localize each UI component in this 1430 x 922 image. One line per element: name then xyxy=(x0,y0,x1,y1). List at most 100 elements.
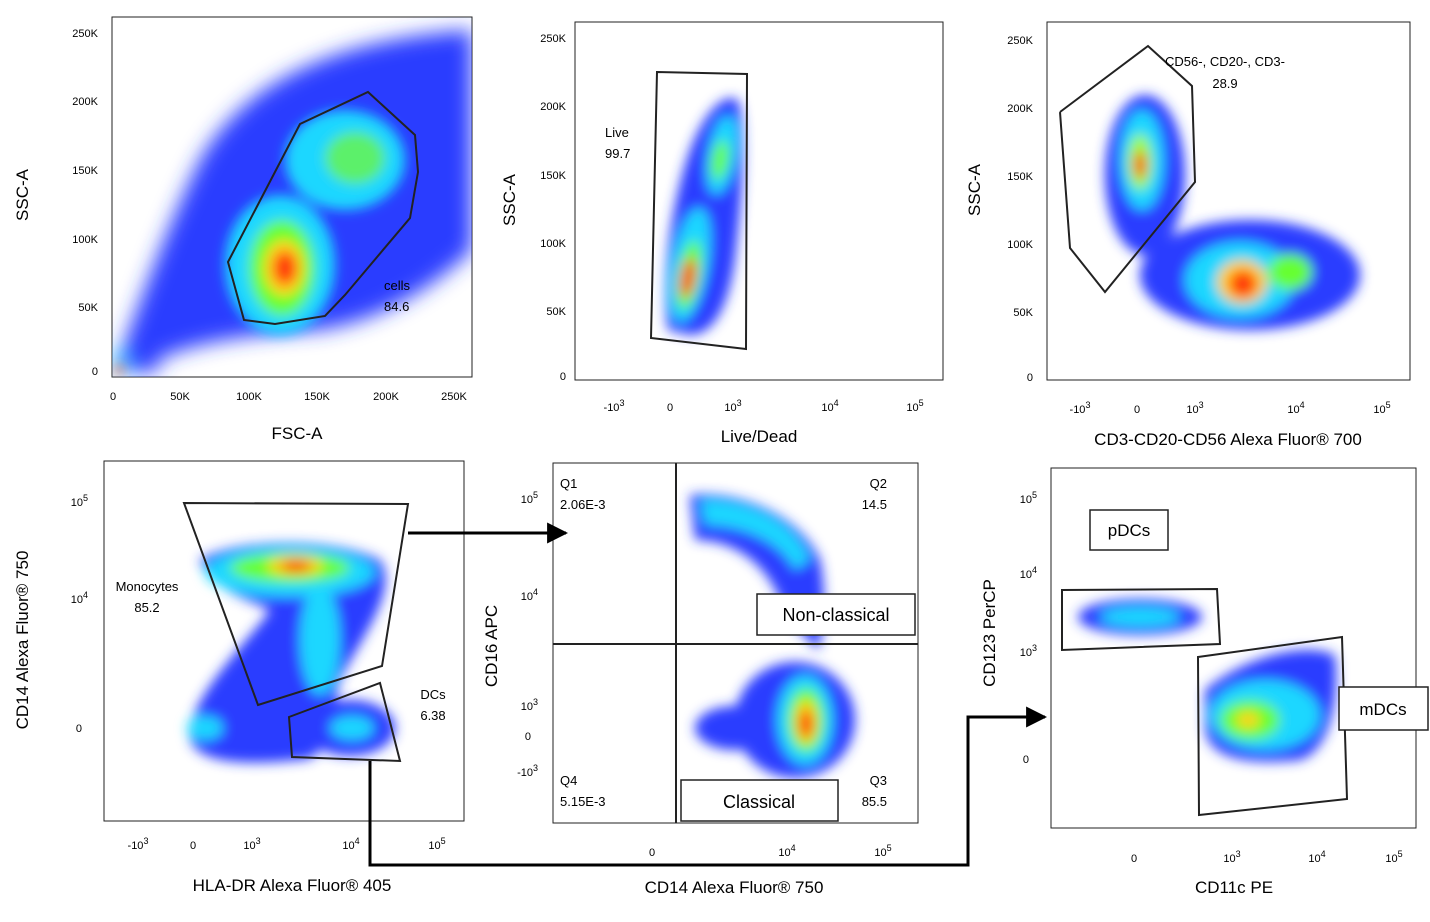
y-tick-label: 50K xyxy=(1013,307,1033,319)
y-tick-label: 0 xyxy=(76,723,82,735)
y-tick-label: 100K xyxy=(540,238,566,250)
y-tick-label: 100K xyxy=(72,234,98,246)
x-tick-label: 104 xyxy=(342,836,359,852)
y-tick-labels: 0 50K 100K 150K 200K 250K xyxy=(1007,35,1033,384)
y-tick-label: 250K xyxy=(72,28,98,40)
y-tick-label: 150K xyxy=(540,170,566,182)
y-tick-label: 0 xyxy=(525,731,531,743)
panel-cd14-cd16: Q1 2.06E-3 Q2 14.5 Q3 85.5 Q4 5.15E-3 No… xyxy=(482,462,919,897)
gate-label: Live xyxy=(605,125,629,140)
y-axis-label: SSC-A xyxy=(965,163,984,216)
panel-fsc-ssc: cells 84.6 0 50K 100K 150K 200K 250K 0 5… xyxy=(13,16,473,443)
quadrant-label: Q3 xyxy=(870,773,887,788)
y-tick-labels: 0 50K 100K 150K 200K 250K xyxy=(72,28,98,378)
density-blobs xyxy=(187,543,395,763)
y-axis-label: SSC-A xyxy=(13,168,32,221)
x-axis-label: CD14 Alexa Fluor® 750 xyxy=(645,878,824,897)
classical-label: Classical xyxy=(723,792,795,812)
gate-label: CD56-, CD20-, CD3- xyxy=(1165,54,1285,69)
x-tick-label: -103 xyxy=(128,836,149,852)
x-tick-label: -103 xyxy=(1070,400,1091,416)
quadrant-label: Q2 xyxy=(870,476,887,491)
x-axis-label: CD11c PE xyxy=(1195,878,1273,897)
density-blobs xyxy=(1078,599,1337,762)
y-tick-label: 200K xyxy=(1007,103,1033,115)
x-tick-labels: 0 104 105 xyxy=(649,843,892,859)
x-tick-label: 100K xyxy=(236,391,262,403)
x-tick-label: 200K xyxy=(373,391,399,403)
x-tick-label: 0 xyxy=(1131,853,1137,865)
y-tick-label: 100K xyxy=(1007,239,1033,251)
x-tick-label: 103 xyxy=(1186,400,1203,416)
x-tick-label: 105 xyxy=(1385,849,1402,865)
y-tick-label: 50K xyxy=(78,302,98,314)
y-tick-label: 0 xyxy=(92,366,98,378)
x-tick-labels: 0 103 104 105 xyxy=(1131,849,1403,865)
y-axis-label: CD123 PerCP xyxy=(980,579,999,687)
x-tick-label: 104 xyxy=(1308,849,1325,865)
density-blobs xyxy=(112,30,472,374)
dcs-to-cd123-arrow xyxy=(368,706,1048,867)
y-axis-label: SSC-A xyxy=(500,173,519,226)
x-tick-label: 0 xyxy=(1134,404,1140,416)
x-tick-label: -103 xyxy=(604,398,625,414)
y-tick-label: 50K xyxy=(546,306,566,318)
x-tick-label: 250K xyxy=(441,391,467,403)
x-tick-label: 103 xyxy=(243,836,260,852)
cells-gate xyxy=(226,90,420,326)
y-tick-label: 0 xyxy=(560,371,566,383)
y-axis-label: CD16 APC xyxy=(482,605,501,687)
mdcs-label: mDCs xyxy=(1359,700,1406,719)
gate-value: 99.7 xyxy=(605,146,630,161)
mdcs-box xyxy=(1338,686,1429,731)
y-tick-label: 103 xyxy=(521,697,538,713)
y-tick-label: 250K xyxy=(540,33,566,45)
gate-value: 6.38 xyxy=(420,708,445,723)
gate-value: 84.6 xyxy=(384,299,409,314)
x-axis-label: Live/Dead xyxy=(721,427,798,446)
x-tick-label: 104 xyxy=(1287,400,1304,416)
x-tick-label: 105 xyxy=(1373,400,1390,416)
x-tick-label: 105 xyxy=(874,843,891,859)
gate-label: DCs xyxy=(420,687,446,702)
x-tick-label: 105 xyxy=(906,398,923,414)
y-tick-label: 104 xyxy=(1020,565,1037,581)
gate-label: Monocytes xyxy=(116,579,179,594)
y-tick-label: 0 xyxy=(1023,754,1029,766)
plot-frame xyxy=(574,21,944,381)
density-blobs xyxy=(665,98,744,335)
lineage-negative-gate xyxy=(1059,44,1197,294)
y-tick-label: 104 xyxy=(521,587,538,603)
x-tick-label: 50K xyxy=(170,391,190,403)
x-tick-labels: -103 0 103 104 105 xyxy=(604,398,924,414)
x-tick-label: 150K xyxy=(304,391,330,403)
pdcs-box xyxy=(1089,509,1169,551)
dcs-gate xyxy=(287,681,402,763)
y-tick-label: 250K xyxy=(1007,35,1033,47)
pdcs-label: pDCs xyxy=(1108,521,1151,540)
y-tick-label: 105 xyxy=(71,493,88,509)
gate-value: 85.2 xyxy=(134,600,159,615)
non-classical-label: Non-classical xyxy=(782,605,889,625)
x-tick-label: 0 xyxy=(649,847,655,859)
panel-hladr-cd14: Monocytes 85.2 DCs 6.38 0 104 105 -103 0… xyxy=(13,460,465,895)
x-tick-labels: -103 0 103 104 105 xyxy=(128,836,446,852)
x-tick-labels: -103 0 103 104 105 xyxy=(1070,400,1391,416)
y-tick-label: 150K xyxy=(1007,171,1033,183)
panel-livedead-ssc: Live 99.7 0 50K 100K 150K 200K 250K -103… xyxy=(500,21,944,446)
y-tick-labels: 0 103 104 105 xyxy=(1020,490,1037,766)
y-tick-label: 104 xyxy=(71,590,88,606)
y-tick-label: 200K xyxy=(72,96,98,108)
x-tick-label: 103 xyxy=(1223,849,1240,865)
monocytes-gate xyxy=(182,501,410,707)
x-tick-label: 0 xyxy=(667,402,673,414)
y-tick-label: 150K xyxy=(72,165,98,177)
pdc-gate xyxy=(1061,587,1222,652)
quadrant-label: Q4 xyxy=(560,773,577,788)
mdc-gate xyxy=(1196,635,1349,817)
x-tick-label: 0 xyxy=(110,391,116,403)
live-gate xyxy=(649,70,749,351)
x-axis-label: HLA-DR Alexa Fluor® 405 xyxy=(193,876,392,895)
x-tick-labels: 0 50K 100K 150K 200K 250K xyxy=(110,391,468,403)
